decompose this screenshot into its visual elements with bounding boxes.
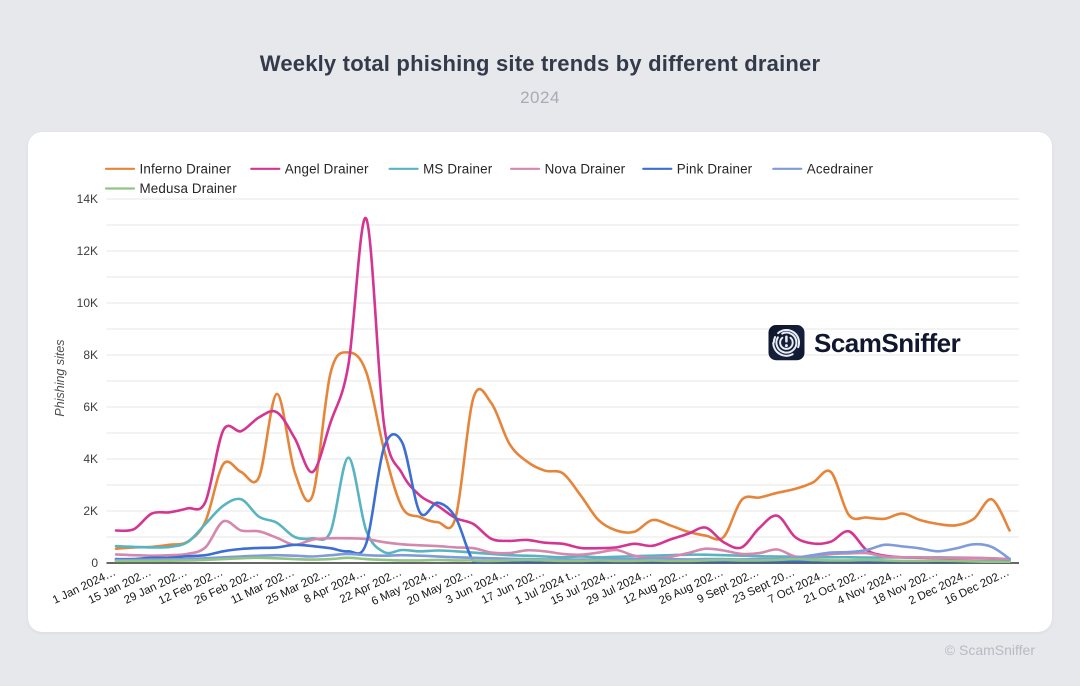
svg-text:0: 0	[91, 556, 98, 570]
svg-text:Pink Drainer: Pink Drainer	[677, 162, 753, 177]
svg-text:Angel Drainer: Angel Drainer	[285, 162, 369, 177]
svg-text:12K: 12K	[77, 244, 98, 258]
svg-text:Nova Drainer: Nova Drainer	[545, 162, 626, 177]
svg-text:6K: 6K	[83, 400, 98, 414]
svg-text:4K: 4K	[83, 452, 98, 466]
svg-text:Phishing sites: Phishing sites	[53, 339, 67, 416]
svg-text:Medusa Drainer: Medusa Drainer	[140, 181, 238, 196]
svg-text:2K: 2K	[83, 504, 98, 518]
svg-text:ScamSniffer: ScamSniffer	[814, 328, 961, 358]
svg-text:14K: 14K	[77, 192, 98, 206]
svg-text:8K: 8K	[83, 348, 98, 362]
svg-text:10K: 10K	[77, 296, 98, 310]
svg-text:MS Drainer: MS Drainer	[423, 162, 493, 177]
svg-text:Acedrainer: Acedrainer	[807, 162, 874, 177]
svg-text:Inferno Drainer: Inferno Drainer	[140, 162, 232, 177]
